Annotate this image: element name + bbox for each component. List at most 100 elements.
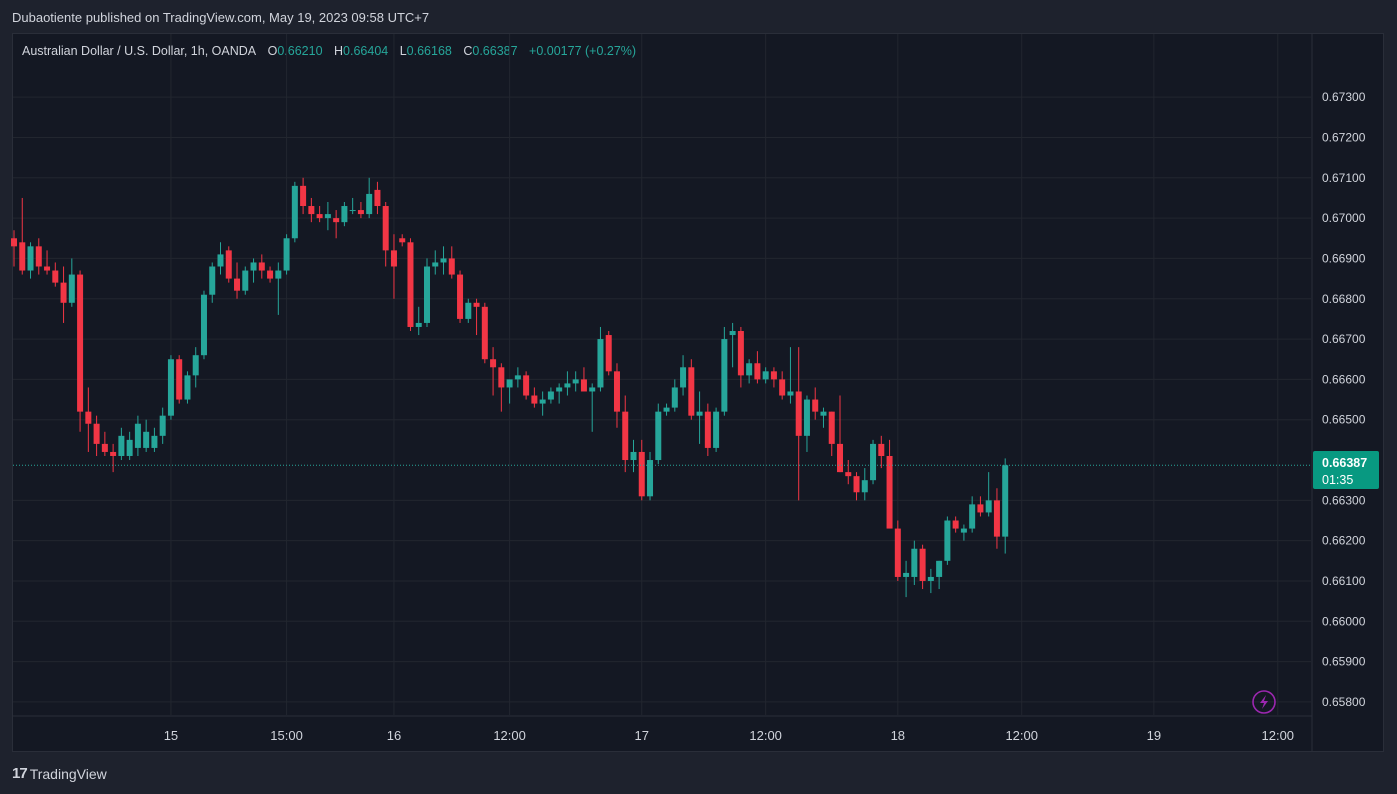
candle-body (539, 399, 546, 404)
candle-body (969, 504, 976, 529)
candle-body (85, 411, 92, 424)
candle (886, 439, 893, 529)
candle-body (374, 189, 381, 207)
footer-brand[interactable]: 17 TradingView (12, 765, 107, 782)
candle-body (225, 250, 232, 279)
candle (754, 351, 761, 384)
candle (580, 367, 587, 392)
candle (110, 443, 117, 473)
candle (118, 427, 125, 461)
candle-body (341, 206, 348, 223)
high-value: 0.66404 (343, 44, 389, 58)
candle (200, 290, 207, 360)
chart-panel[interactable] (12, 33, 1384, 752)
candle (861, 468, 868, 501)
candle-body (845, 472, 852, 477)
x-tick-label: 17 (635, 728, 649, 743)
candle-body (754, 363, 761, 380)
candle (556, 383, 563, 404)
close-label: C (463, 44, 473, 58)
y-tick-label: 0.67000 (1322, 211, 1366, 225)
y-tick-label: 0.66200 (1322, 534, 1366, 548)
candle-body (52, 270, 59, 283)
candle (225, 246, 232, 283)
lightning-icon[interactable] (1252, 690, 1276, 714)
candle (415, 306, 422, 336)
candle (316, 206, 323, 223)
candle (647, 451, 654, 501)
candle-body (217, 254, 224, 267)
candle-body (101, 443, 108, 452)
candle-body (68, 274, 75, 303)
candle (407, 238, 414, 332)
candle-body (597, 339, 604, 388)
candle (134, 415, 141, 456)
candle (787, 347, 794, 404)
candle-body (324, 214, 331, 219)
candle (192, 347, 199, 388)
time-axis[interactable]: 15 15:00 16 12:00 17 12:00 18 12:00 19 12:00 (164, 728, 1294, 743)
symbol-legend: Australian Dollar / U.S. Dollar, 1h, OAN… (22, 44, 644, 58)
candle-body (622, 411, 629, 461)
candle (448, 246, 455, 279)
candle-body (630, 451, 637, 461)
candle (845, 460, 852, 485)
candle (126, 431, 133, 461)
candle (258, 254, 265, 279)
candle-body (118, 435, 125, 456)
candle-body (680, 367, 687, 388)
publisher-caption: Dubaotiente published on TradingView.com… (12, 10, 430, 25)
candle-body (176, 359, 183, 400)
candle (432, 250, 439, 275)
candle-body (556, 387, 563, 392)
candle-body (853, 476, 860, 493)
candle (911, 540, 918, 586)
candle (944, 516, 951, 565)
candle (399, 234, 406, 247)
candle-body (944, 520, 951, 561)
y-tick-label: 0.65900 (1322, 655, 1366, 669)
candle-body (564, 383, 571, 388)
candle-body (498, 367, 505, 388)
candle (481, 302, 488, 364)
x-tick-label: 18 (891, 728, 905, 743)
candle (729, 322, 736, 368)
candle (613, 363, 620, 428)
candle-body (308, 206, 315, 215)
candle-body (936, 560, 943, 577)
x-tick-label: 12:00 (1005, 728, 1038, 743)
candle-body (580, 379, 587, 392)
candle (721, 326, 728, 416)
candle-body (432, 262, 439, 267)
candle (374, 181, 381, 215)
candle (424, 258, 430, 327)
candle (977, 496, 984, 517)
candle-body (613, 371, 620, 412)
candle (531, 387, 538, 408)
price-axis[interactable]: 0.67300 0.67200 0.67100 0.67000 0.66900 0.668… (1322, 90, 1366, 709)
candle (779, 371, 786, 400)
change-value: +0.00177 (+0.27%) (529, 44, 637, 58)
candle (688, 359, 695, 420)
candle (35, 238, 42, 275)
candle (473, 298, 480, 336)
candle-body (514, 375, 521, 380)
candle-body (927, 576, 934, 581)
candle-body (27, 246, 34, 271)
candle (671, 379, 678, 412)
candle-body (200, 294, 207, 356)
candle-body (638, 451, 645, 497)
candle-body (209, 266, 216, 295)
candle (250, 258, 257, 283)
candle-body (490, 359, 497, 368)
high-label: H (334, 44, 344, 58)
candle-body (407, 242, 414, 327)
candle (762, 367, 769, 384)
candle-body (283, 238, 290, 271)
candle-body (159, 415, 166, 436)
candle-body (465, 302, 472, 319)
candle (952, 516, 959, 533)
candle (622, 395, 629, 473)
symbol-name[interactable]: Australian Dollar / U.S. Dollar, 1h, OAN… (22, 44, 257, 58)
